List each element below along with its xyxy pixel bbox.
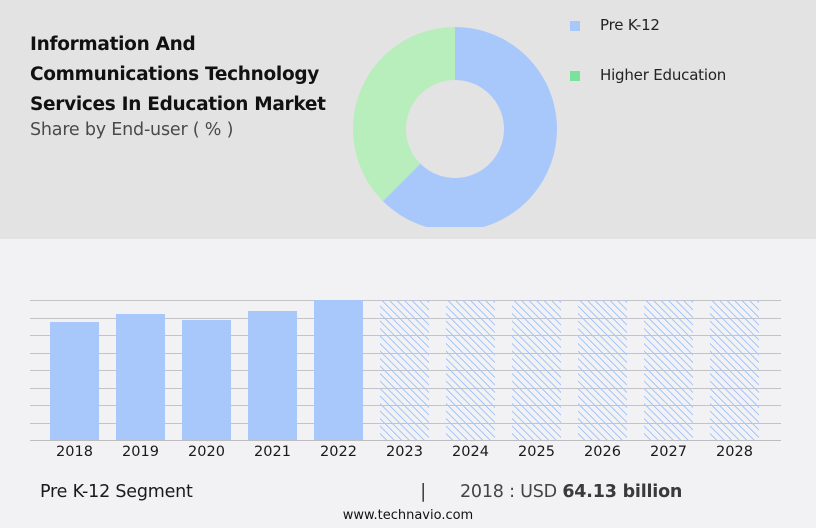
x-tick-label: 2028 [716, 444, 753, 460]
x-tick-label: 2026 [584, 444, 621, 460]
x-tick-label: 2023 [386, 444, 423, 460]
segment-value: 2018 : USD 64.13 billion [460, 482, 682, 502]
x-axis-baseline [30, 440, 781, 441]
forecast-bar-2028 [710, 300, 759, 440]
value-prefix: 2018 : USD [460, 482, 563, 502]
forecast-bar-2027 [644, 300, 693, 440]
donut-svg [353, 27, 557, 227]
legend-label: Higher Education [600, 66, 727, 84]
x-tick-label: 2022 [320, 444, 357, 460]
donut-chart [0, 0, 816, 227]
bar-2018 [50, 322, 99, 440]
website-link[interactable]: www.technavio.com [342, 508, 474, 523]
x-tick-label: 2024 [452, 444, 489, 460]
donut-slice-higher-education [353, 27, 455, 202]
x-tick-label: 2018 [56, 444, 93, 460]
legend-label: Pre K-12 [600, 16, 660, 34]
forecast-bar-2025 [512, 300, 561, 440]
footer-separator: | [420, 480, 427, 502]
chart-title: Information And Communications Technolog… [30, 30, 350, 120]
legend-swatch-blue-icon [570, 21, 580, 31]
x-tick-label: 2020 [188, 444, 225, 460]
title-line-2: Communications Technology [30, 64, 320, 85]
forecast-bar-2026 [578, 300, 627, 440]
x-tick-label: 2027 [650, 444, 687, 460]
legend-swatch-green-icon [570, 71, 580, 81]
value-amount: 64.13 billion [562, 482, 683, 502]
x-tick-label: 2019 [122, 444, 159, 460]
forecast-bar-2023 [380, 300, 429, 440]
x-tick-label: 2021 [254, 444, 291, 460]
donut-slice-pre-k-12 [382, 27, 557, 227]
title-line-1: Information And [30, 34, 196, 55]
bar-2020 [182, 320, 231, 440]
bar-2021 [248, 311, 297, 440]
bar-2022 [314, 300, 363, 440]
title-line-3: Services In Education Market [30, 94, 326, 115]
x-tick-label: 2025 [518, 444, 555, 460]
summary-panel: Information And Communications Technolog… [0, 0, 816, 239]
bar-chart: 2018 2019 2020 2021 2022 2023 2024 2025 2026 2027… [0, 239, 816, 469]
bar-2019 [116, 314, 165, 440]
segment-label: Pre K-12 Segment [40, 482, 193, 502]
chart-subtitle: Share by End-user ( % ) [30, 120, 234, 140]
forecast-bar-2024 [446, 300, 495, 440]
